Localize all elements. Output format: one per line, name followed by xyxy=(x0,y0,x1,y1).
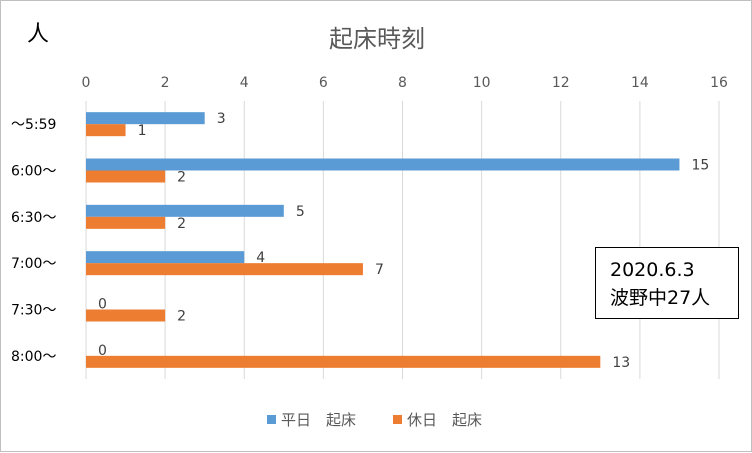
bar xyxy=(86,216,166,229)
data-label: 2 xyxy=(177,216,186,232)
category-label: 6:30～ xyxy=(11,210,56,226)
bar xyxy=(86,170,166,183)
data-label: 13 xyxy=(612,355,630,371)
bar xyxy=(86,309,166,322)
category-label: ～5:59 xyxy=(11,117,56,133)
data-label: 5 xyxy=(296,204,305,220)
legend-swatch xyxy=(267,415,276,424)
data-label: 3 xyxy=(217,111,226,127)
x-tick-label: 6 xyxy=(319,75,328,91)
data-label: 15 xyxy=(691,158,709,174)
data-label: 4 xyxy=(256,250,265,266)
x-tick-label: 0 xyxy=(82,75,91,91)
data-label: 7 xyxy=(375,262,384,278)
legend-label: 休日 起床 xyxy=(407,411,482,429)
category-labels: ～5:59 6:00～ 6:30～ 7:00～ 7:30～ 8:00～ xyxy=(11,117,56,365)
category-label: 6:00～ xyxy=(11,164,56,180)
bar xyxy=(86,158,680,171)
x-axis-ticks: 0 2 4 6 8 10 12 14 16 xyxy=(82,75,728,91)
category-label: 7:00～ xyxy=(11,256,56,272)
x-tick-label: 2 xyxy=(161,75,170,91)
x-tick-label: 12 xyxy=(552,75,570,91)
bars xyxy=(86,112,680,368)
bar xyxy=(86,355,601,368)
x-tick-label: 16 xyxy=(710,75,728,91)
x-tick-label: 4 xyxy=(240,75,249,91)
x-tick-label: 10 xyxy=(473,75,491,91)
bar xyxy=(86,251,245,264)
x-tick-label: 14 xyxy=(631,75,649,91)
data-labels: 3 1 15 2 5 2 4 7 0 2 0 13 xyxy=(98,111,709,371)
legend-swatch xyxy=(393,415,402,424)
note-count: 波野中27人 xyxy=(610,287,711,309)
bar xyxy=(86,112,205,125)
legend: 平日 起床 休日 起床 xyxy=(267,411,482,429)
chart-title: 起床時刻 xyxy=(329,25,425,53)
data-label: 2 xyxy=(177,309,186,325)
gridlines xyxy=(85,101,720,379)
bar xyxy=(86,263,363,276)
data-label: 0 xyxy=(98,343,107,359)
data-label: 2 xyxy=(177,170,186,186)
bar xyxy=(86,124,126,137)
data-label: 0 xyxy=(98,297,107,313)
legend-label: 平日 起床 xyxy=(281,411,356,429)
category-label: 7:30～ xyxy=(11,303,56,319)
data-label: 1 xyxy=(138,123,147,139)
unit-label: 人 xyxy=(27,22,49,47)
category-label: 8:00～ xyxy=(11,349,56,365)
x-tick-label: 8 xyxy=(398,75,407,91)
note-date: 2020.6.3 xyxy=(610,259,695,281)
note-box: 2020.6.3 波野中27人 xyxy=(595,247,739,319)
bar xyxy=(86,204,284,217)
